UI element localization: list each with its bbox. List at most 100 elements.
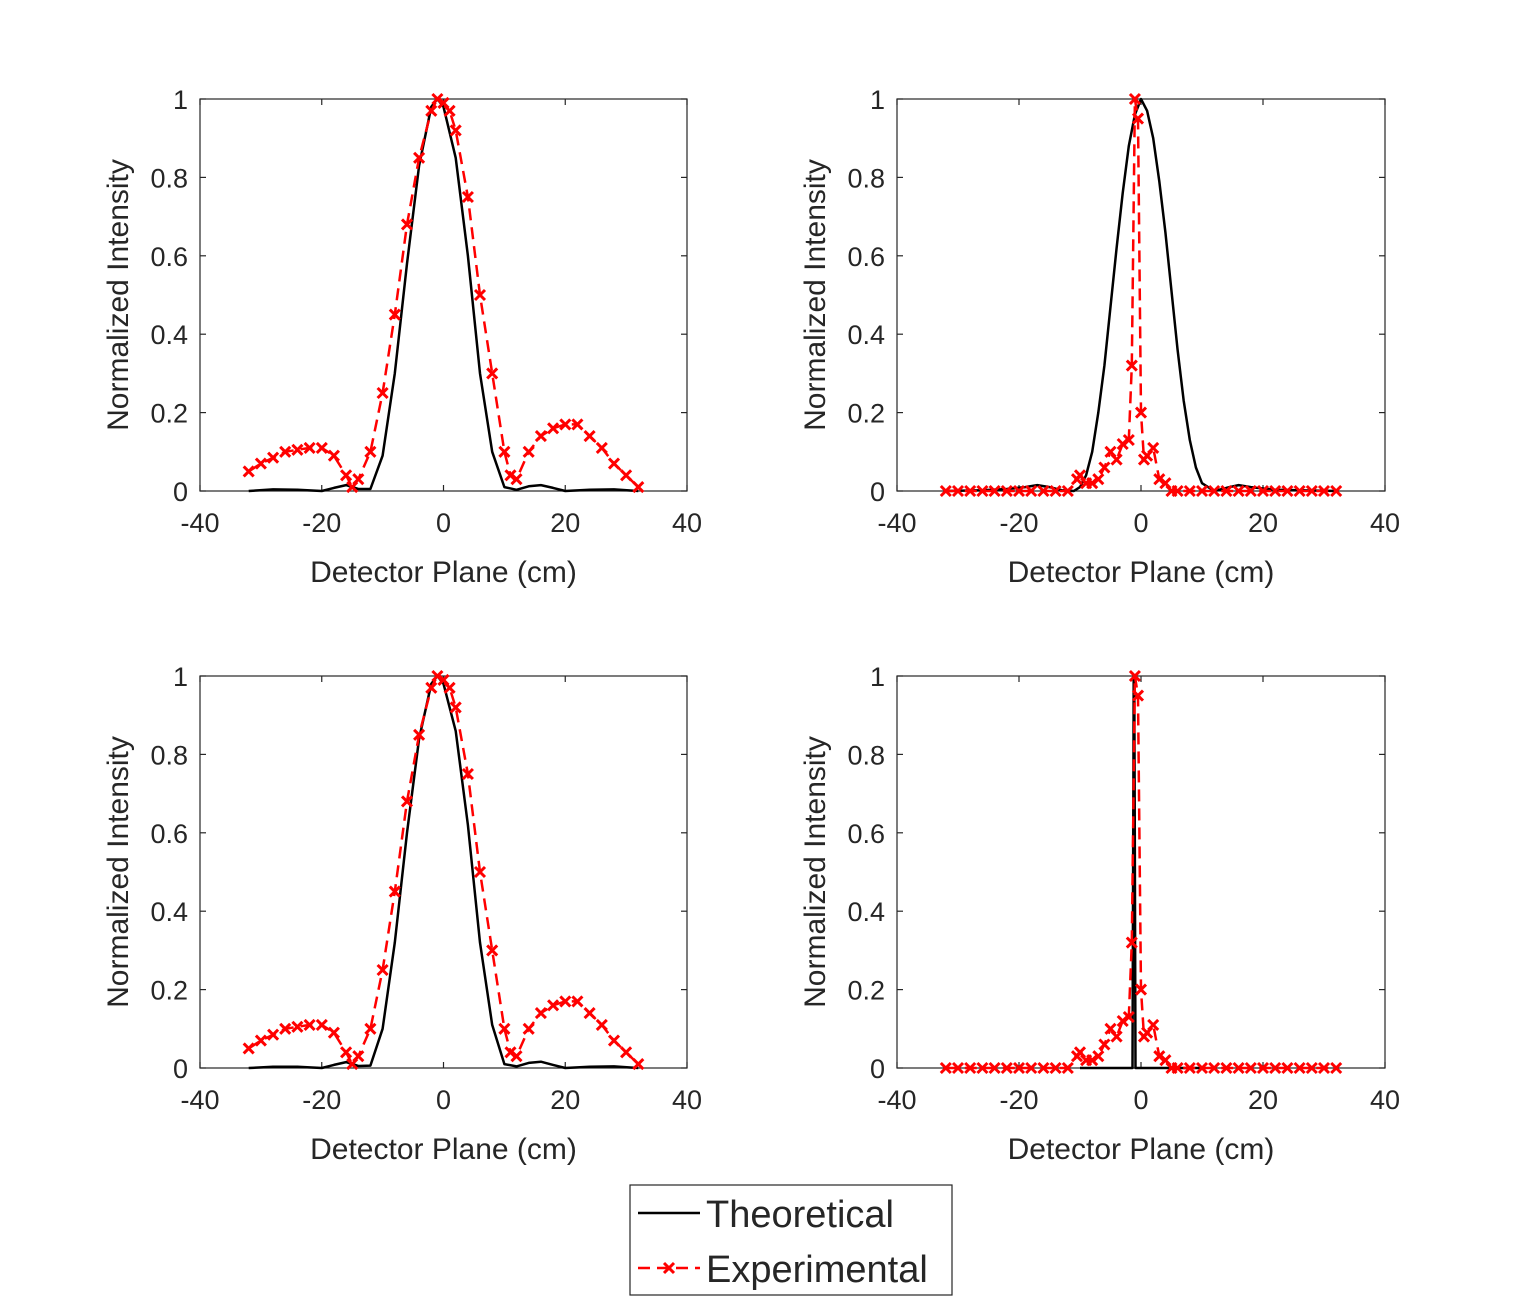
experimental-point [1134, 406, 1148, 419]
experimental-point [1195, 484, 1209, 498]
experimental-point [461, 190, 474, 204]
experimental-point [547, 422, 560, 435]
experimental-point [1122, 433, 1135, 447]
experimental-point [559, 418, 572, 431]
experimental-point [352, 473, 365, 486]
y-tick-label: 0.6 [847, 242, 885, 272]
y-tick-label: 0.6 [150, 242, 188, 272]
experimental-point [1232, 484, 1245, 498]
experimental-point [303, 1018, 316, 1031]
experimental-point [340, 1046, 353, 1059]
legend: Theoretical Experimental [629, 1184, 953, 1296]
y-tick-label: 0.2 [150, 399, 188, 429]
experimental-point [431, 669, 444, 683]
experimental-point [1012, 1061, 1026, 1075]
experimental-point [571, 995, 584, 1008]
experimental-point [1000, 1061, 1013, 1075]
x-axis-title: Detector Plane (cm) [1008, 556, 1275, 589]
plot-area [199, 92, 688, 494]
legend-experimental-label: Experimental [706, 1249, 928, 1291]
experimental-point [315, 1018, 328, 1031]
y-tick-label: 0 [870, 477, 885, 507]
y-tick-label: 0.4 [150, 897, 188, 927]
experimental-point [1012, 484, 1026, 498]
experimental-point [486, 367, 499, 380]
experimental-point [534, 1007, 547, 1020]
experimental-point [425, 681, 438, 694]
experimental-point [1025, 1061, 1038, 1075]
experimental-point [1330, 484, 1343, 498]
experimental-point [1244, 484, 1257, 498]
x-tick-label: 0 [436, 508, 451, 538]
experimental-point [522, 1022, 535, 1035]
experimental-point [473, 288, 487, 302]
experimental-point [1256, 484, 1270, 498]
experimental-point [352, 1050, 365, 1063]
y-tick-label: 0 [173, 477, 188, 507]
x-tick-label: 20 [550, 1085, 580, 1115]
experimental-point [595, 1018, 608, 1031]
experimental-point [964, 1061, 977, 1075]
y-axis-title: Normalized Intensity [102, 159, 135, 431]
experimental-point [1092, 473, 1105, 486]
experimental-point [1330, 1061, 1343, 1075]
experimental-point [400, 218, 414, 231]
experimental-point [976, 1061, 989, 1075]
experimental-point [431, 92, 444, 106]
experimental-point [400, 795, 414, 808]
experimental-point [1220, 484, 1233, 498]
experimental-point [632, 481, 645, 494]
y-tick-label: 0.6 [150, 819, 188, 849]
experimental-point [327, 449, 340, 462]
x-tick-label: -40 [877, 508, 916, 538]
y-tick-label: 1 [173, 662, 188, 692]
experimental-point [620, 469, 633, 482]
x-tick-label: 40 [672, 1085, 702, 1115]
experimental-point [976, 484, 989, 498]
experimental-point [583, 430, 596, 443]
experimental-point [388, 885, 401, 898]
x-axis-title: Detector Plane (cm) [1008, 1133, 1275, 1166]
x-tick-label: 20 [1248, 508, 1278, 538]
y-tick-label: 0 [870, 1054, 885, 1084]
y-tick-label: 0.8 [150, 163, 188, 193]
experimental-point [449, 701, 462, 714]
experimental-point [1049, 484, 1062, 498]
experimental-point [595, 441, 608, 454]
experimental-point [964, 484, 977, 498]
experimental-point [388, 308, 401, 321]
experimental-point [1232, 1061, 1245, 1075]
y-tick-label: 0.4 [150, 320, 188, 350]
experimental-point [951, 1061, 965, 1075]
y-tick-label: 0 [173, 1054, 188, 1084]
experimental-point [291, 443, 304, 456]
experimental-point [1195, 1061, 1209, 1075]
experimental-point [425, 104, 438, 117]
experimental-point [1098, 1038, 1111, 1051]
x-tick-label: 0 [436, 1085, 451, 1115]
experimental-point [1293, 484, 1306, 498]
experimental-point [939, 1061, 952, 1075]
experimental-point [571, 418, 584, 431]
experimental-point [1061, 1061, 1074, 1075]
experimental-point [267, 1028, 280, 1041]
subplot-bottom-left: Detector Plane (cm) Normalized Intensity… [102, 662, 702, 1166]
experimental-point [510, 1050, 523, 1063]
experimental-point [291, 1020, 304, 1033]
experimental-point [939, 484, 952, 498]
experimental-point [522, 445, 535, 458]
experimental-point [486, 944, 499, 957]
experimental-point [1317, 1061, 1331, 1075]
subplot-top-right: Detector Plane (cm) Normalized Intensity… [799, 85, 1400, 589]
experimental-point [988, 1061, 1001, 1075]
experimental-point [1037, 484, 1050, 498]
experimental-point [1208, 484, 1221, 498]
x-tick-label: -40 [180, 1085, 219, 1115]
x-tick-label: 20 [1248, 1085, 1278, 1115]
experimental-point [327, 1026, 340, 1039]
experimental-point [279, 1022, 292, 1035]
experimental-point [1049, 1061, 1062, 1075]
experimental-point [1147, 441, 1160, 454]
x-axis-title: Detector Plane (cm) [310, 556, 577, 589]
